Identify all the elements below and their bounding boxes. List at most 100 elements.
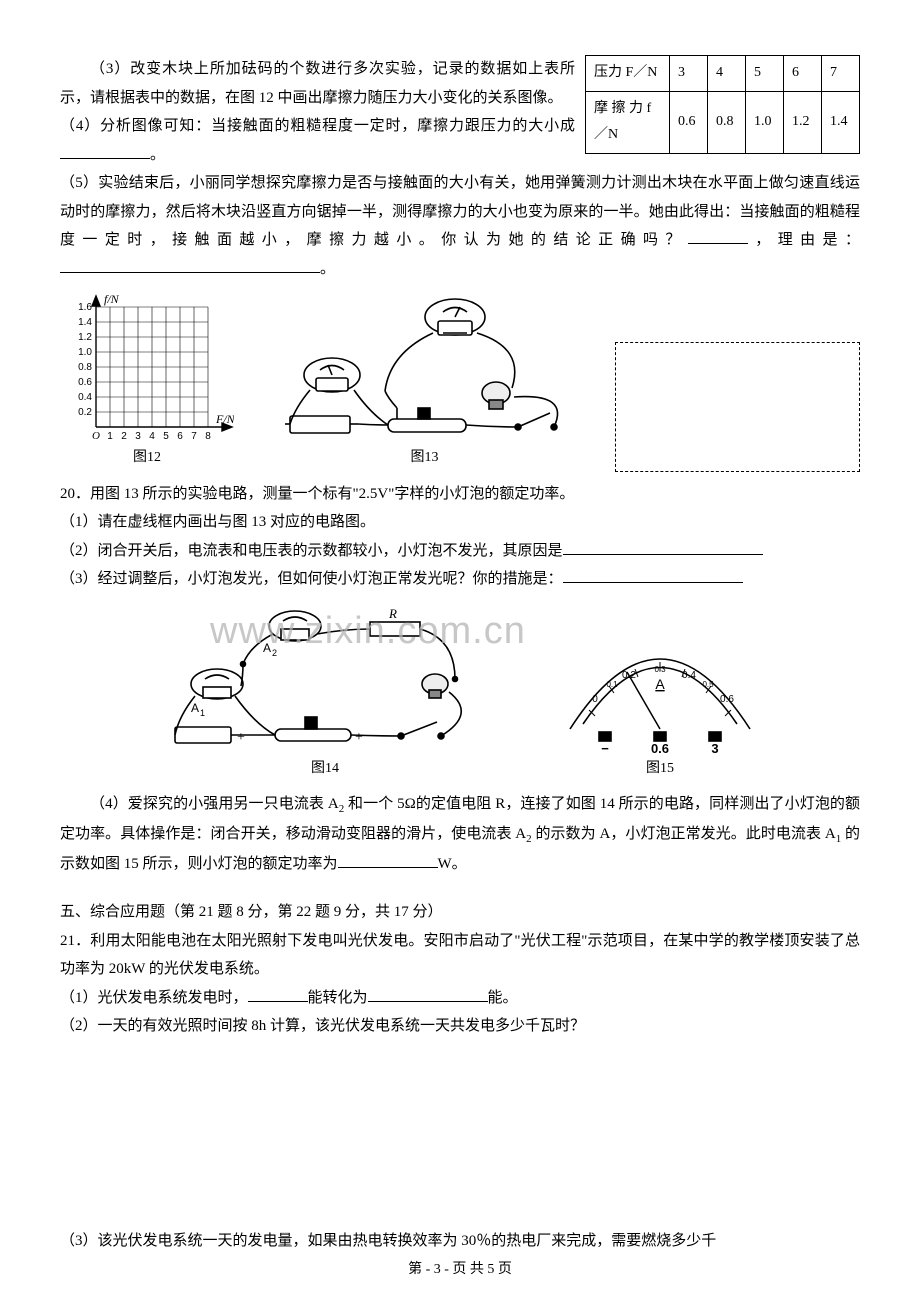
xlabel: F/N bbox=[215, 412, 234, 426]
ylabel: f/N bbox=[104, 293, 120, 306]
figure-caption: 图14 bbox=[155, 756, 495, 783]
svg-text:0.6: 0.6 bbox=[720, 694, 734, 705]
circuit1-figure: 图13 bbox=[270, 293, 580, 472]
q21-title: 21．利用太阳能电池在太阳光照射下发电叫光伏发电。安阳市启动了"光伏工程"示范项… bbox=[60, 927, 860, 984]
q21-p1: （1）光伏发电系统发电时， 能转化为 能。 bbox=[60, 984, 860, 1013]
fill-blank[interactable] bbox=[338, 853, 438, 868]
chart-figure: 0.2 0.4 0.6 0.8 1.0 1.2 1.4 1.6 1 2 3 bbox=[60, 293, 234, 472]
xtick: 3 bbox=[135, 431, 141, 442]
xtick: 4 bbox=[149, 431, 155, 442]
cell: 0.8 bbox=[708, 91, 746, 153]
ytick: 0.6 bbox=[78, 377, 92, 388]
table-row: 摩 擦 力 f／N 0.6 0.8 1.0 1.2 1.4 bbox=[586, 91, 860, 153]
figure-caption: 图15 bbox=[555, 756, 765, 783]
svg-text:0.6: 0.6 bbox=[651, 741, 669, 754]
section5-heading: 五、综合应用题（第 21 题 8 分，第 22 题 9 分，共 17 分） bbox=[60, 898, 860, 927]
q20-p4: （4）爱探究的小强用另一只电流表 A2 和一个 5Ω的定值电阻 R，连接了如图 … bbox=[60, 790, 860, 878]
cell: 1.4 bbox=[822, 91, 860, 153]
text: （4）爱探究的小强用另一只电流表 A bbox=[90, 796, 339, 812]
circuit-diagram-draw-area[interactable] bbox=[615, 342, 860, 472]
svg-text:0.3: 0.3 bbox=[654, 665, 666, 674]
text: （4）分析图像可知：当接触面的粗糙程度一定时，摩擦力跟压力的大小成 bbox=[60, 118, 575, 134]
page-number: 第 - 3 - 页 共 5 页 bbox=[408, 1262, 512, 1277]
text: （2）闭合开关后，电流表和电压表的示数都较小，小灯泡不发光，其原因是 bbox=[60, 543, 563, 559]
text: ，理由是： bbox=[748, 232, 860, 248]
cell: 5 bbox=[746, 56, 784, 92]
svg-text:0.4: 0.4 bbox=[682, 670, 696, 681]
fill-blank[interactable] bbox=[60, 144, 150, 159]
ytick: 1.0 bbox=[78, 347, 92, 358]
fill-blank[interactable] bbox=[248, 987, 308, 1002]
ytick: 0.8 bbox=[78, 362, 92, 373]
fill-blank[interactable] bbox=[563, 568, 743, 583]
text: 能转化为 bbox=[308, 990, 368, 1006]
text: 。 bbox=[320, 261, 335, 277]
xtick: 6 bbox=[177, 431, 183, 442]
q20-p2: （2）闭合开关后，电流表和电压表的示数都较小，小灯泡不发光，其原因是 bbox=[60, 537, 860, 566]
origin: O bbox=[92, 430, 100, 442]
xtick: 2 bbox=[121, 431, 127, 442]
figure-row-1: 0.2 0.4 0.6 0.8 1.0 1.2 1.4 1.6 1 2 3 bbox=[60, 293, 860, 472]
cell: 1.0 bbox=[746, 91, 784, 153]
page-content: 压力 F／N 3 4 5 6 7 摩 擦 力 f／N 0.6 0.8 1.0 1… bbox=[60, 55, 860, 1041]
svg-text:+: + bbox=[237, 730, 245, 745]
svg-text:3: 3 bbox=[711, 741, 718, 754]
text: 。 bbox=[150, 147, 165, 163]
cell: 6 bbox=[784, 56, 822, 92]
fill-blank[interactable] bbox=[60, 258, 320, 273]
svg-text:1: 1 bbox=[200, 708, 205, 718]
xtick: 1 bbox=[107, 431, 113, 442]
ytick: 1.4 bbox=[78, 317, 92, 328]
row-label: 压力 F／N bbox=[586, 56, 670, 92]
q19-p5: （5）实验结束后，小丽同学想探究摩擦力是否与接触面的大小有关，她用弹簧测力计测出… bbox=[60, 169, 860, 283]
chart-svg: 0.2 0.4 0.6 0.8 1.0 1.2 1.4 1.6 1 2 3 bbox=[60, 293, 234, 443]
svg-text:+: + bbox=[355, 730, 363, 745]
ammeter-svg: 0 0.2 0.4 0.6 0.1 0.3 0.5 A bbox=[555, 624, 765, 754]
ytick: 1.6 bbox=[78, 302, 92, 313]
q21-p3: （3）该光伏发电系统一天的发电量，如果由热电转换效率为 30％的热电厂来完成，需… bbox=[60, 1227, 860, 1256]
text: A，小灯泡正常发光。此时电流表 A bbox=[599, 826, 835, 842]
xtick: 8 bbox=[205, 431, 211, 442]
ytick: 1.2 bbox=[78, 332, 92, 343]
svg-text:−: − bbox=[601, 741, 609, 754]
fill-blank[interactable] bbox=[688, 229, 748, 244]
text: （3）经过调整后，小灯泡发光，但如何使小灯泡正常发光呢？你的措施是： bbox=[60, 571, 563, 587]
svg-text:R: R bbox=[388, 606, 397, 621]
chart-grid-area: 0.2 0.4 0.6 0.8 1.0 1.2 1.4 1.6 1 2 3 bbox=[60, 293, 234, 443]
text: 能。 bbox=[488, 990, 518, 1006]
dashed-box-figure bbox=[615, 342, 860, 472]
q21-p2: （2）一天的有效光照时间按 8h 计算，该光伏发电系统一天共发电多少千瓦时？ bbox=[60, 1012, 860, 1041]
svg-text:2: 2 bbox=[272, 648, 277, 658]
q20-p1: （1）请在虚线框内画出与图 13 对应的电路图。 bbox=[60, 508, 860, 537]
text: 的示数为 bbox=[532, 826, 596, 842]
table-row: 压力 F／N 3 4 5 6 7 bbox=[586, 56, 860, 92]
ytick: 0.2 bbox=[78, 407, 92, 418]
cell: 4 bbox=[708, 56, 746, 92]
page-footer: 第 - 3 - 页 共 5 页 bbox=[0, 1257, 920, 1284]
ammeter-figure: 0 0.2 0.4 0.6 0.1 0.3 0.5 A bbox=[555, 624, 765, 783]
svg-text:A: A bbox=[263, 641, 271, 655]
spacer bbox=[60, 878, 860, 898]
row-label: 摩 擦 力 f／N bbox=[586, 91, 670, 153]
svg-text:0: 0 bbox=[592, 694, 598, 705]
fill-blank[interactable] bbox=[563, 540, 763, 555]
q20-p3: （3）经过调整后，小灯泡发光，但如何使小灯泡正常发光呢？你的措施是： bbox=[60, 565, 860, 594]
xtick: 5 bbox=[163, 431, 169, 442]
cell: 7 bbox=[822, 56, 860, 92]
fill-blank[interactable] bbox=[368, 987, 488, 1002]
svg-text:0.5: 0.5 bbox=[702, 680, 714, 689]
text: W。 bbox=[438, 856, 467, 872]
friction-data-table: 压力 F／N 3 4 5 6 7 摩 擦 力 f／N 0.6 0.8 1.0 1… bbox=[585, 55, 860, 154]
circuit1-svg bbox=[270, 293, 580, 443]
figure-caption: 图13 bbox=[270, 445, 580, 472]
text: （1）光伏发电系统发电时， bbox=[60, 990, 248, 1006]
figure-caption: 图12 bbox=[60, 445, 234, 472]
circuit2-svg: A 2 R A 1 bbox=[155, 604, 495, 754]
cell: 3 bbox=[670, 56, 708, 92]
q20-title: 20．用图 13 所示的实验电路，测量一个标有"2.5V"字样的小灯泡的额定功率… bbox=[60, 480, 860, 509]
svg-text:A: A bbox=[191, 701, 199, 715]
figure-row-2: A 2 R A 1 bbox=[60, 604, 860, 783]
circuit2-figure: A 2 R A 1 bbox=[155, 604, 495, 783]
cell: 1.2 bbox=[784, 91, 822, 153]
cell: 0.6 bbox=[670, 91, 708, 153]
